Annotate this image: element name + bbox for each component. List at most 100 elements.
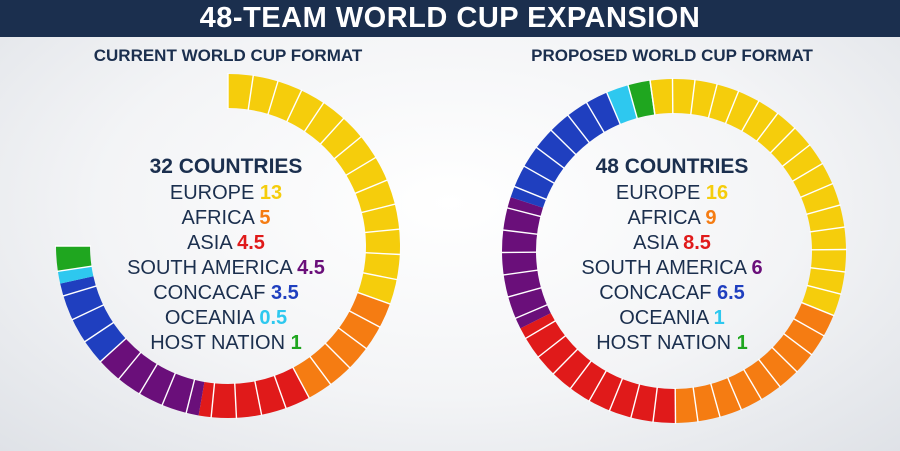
slot-divider (337, 327, 368, 350)
slot-divider (791, 162, 824, 183)
legend-value: 1 (290, 332, 302, 354)
legend-value: 1 (713, 307, 725, 329)
slot-divider (185, 378, 196, 414)
legend-value: 0.5 (259, 307, 288, 329)
slot-divider (360, 203, 396, 214)
legend-row-concacaf: CONCACAF 3.5 (56, 281, 396, 306)
slice-africa (293, 292, 390, 398)
slot-divider (356, 291, 392, 305)
legend-row-oceania: OCEANIA 0.5 (56, 306, 396, 331)
slot-divider (769, 127, 796, 154)
legend-row-south-america: SOUTH AMERICA 4.5 (56, 256, 396, 281)
current-format-ring (55, 73, 401, 419)
slot-divider (608, 377, 624, 412)
slot-divider (792, 317, 825, 337)
legend-row-oceania: OCEANIA 1 (502, 306, 842, 331)
slot-divider (724, 90, 740, 125)
legend-row-host-nation: HOST NATION 1 (502, 331, 842, 356)
slot-divider (319, 117, 345, 145)
slot-divider (99, 337, 127, 363)
legend-label: CONCACAF (153, 282, 271, 304)
slot-divider (566, 114, 591, 144)
slot-divider (781, 143, 811, 168)
legend-row-asia: ASIA 4.5 (56, 231, 396, 256)
slice-oceania (606, 85, 638, 124)
slot-divider (537, 334, 567, 359)
slot-divider (354, 179, 389, 195)
legend-label: HOST NATION (596, 332, 737, 354)
slot-divider (630, 383, 641, 419)
slot-divider (324, 342, 351, 369)
legend-row-host-nation: HOST NATION 1 (56, 331, 396, 356)
slot-divider (62, 285, 98, 297)
slot-divider (362, 272, 398, 281)
slot-divider (755, 112, 779, 143)
slot-divider (161, 372, 177, 407)
slot-divider (117, 351, 142, 381)
legend-label: HOST NATION (150, 332, 291, 354)
legend-value: 5 (259, 207, 271, 229)
slot-divider (605, 91, 622, 126)
legend-value: 4.5 (237, 232, 265, 254)
slot-divider (805, 204, 841, 216)
slot-divider (364, 228, 401, 234)
slot-divider (285, 89, 303, 123)
slot-divider (345, 156, 377, 177)
slot-divider (709, 382, 721, 418)
legend-value: 6 (751, 257, 763, 279)
legend-label: SOUTH AMERICA (581, 257, 752, 279)
slot-divider (309, 355, 332, 386)
slot-divider (550, 129, 577, 156)
legend-label: AFRICA (627, 207, 706, 229)
current-format-legend: 32 COUNTRIES EUROPE 13 AFRICA 5 ASIA 4.5 SO… (56, 153, 396, 356)
slot-divider (507, 286, 543, 298)
slot-divider (692, 386, 699, 423)
slot-divider (247, 74, 255, 111)
slot-divider (523, 165, 556, 185)
proposed-format-legend: 48 COUNTRIES EUROPE 16 AFRICA 9 ASIA 8.5 SO… (502, 153, 842, 356)
legend-label: ASIA (187, 232, 238, 254)
page-title: 48-TEAM WORLD CUP EXPANSION (0, 0, 900, 37)
legend-label: ASIA (633, 232, 684, 254)
legend-label: CONCACAF (599, 282, 717, 304)
slot-divider (502, 269, 539, 276)
slot-divider (742, 368, 763, 401)
legend-label: AFRICA (181, 207, 260, 229)
legend-value: 1 (736, 332, 748, 354)
slot-divider (726, 376, 743, 411)
slot-divider (800, 301, 835, 317)
slot-divider (513, 185, 548, 201)
slot-divider (690, 79, 696, 116)
legend-row-africa: AFRICA 9 (502, 206, 842, 231)
legend-label: EUROPE (615, 182, 706, 204)
slot-divider (740, 100, 760, 133)
slot-divider (649, 79, 656, 116)
slot-divider (809, 226, 846, 233)
slot-divider (56, 265, 93, 273)
slice-europe (650, 79, 847, 316)
proposed-format-title: PROPOSED WORLD CUP FORMAT (531, 46, 813, 65)
legend-value: 13 (259, 182, 283, 204)
legend-value: 6.5 (716, 282, 745, 304)
slot-divider (809, 267, 846, 273)
legend-value: 4.5 (297, 257, 325, 279)
slot-divider (254, 380, 263, 416)
slot-divider (348, 309, 381, 329)
slot-divider (291, 366, 311, 399)
legend-label: EUROPE (169, 182, 260, 204)
legend-value: 3.5 (270, 282, 299, 304)
slot-divider (210, 382, 216, 419)
slice-host-nation (56, 246, 92, 272)
slot-divider (799, 182, 834, 199)
legend-row-europe: EUROPE 13 (56, 181, 396, 206)
legend-label: OCEANIA (164, 307, 260, 329)
slot-divider (652, 386, 658, 423)
legend-row-africa: AFRICA 5 (56, 206, 396, 231)
slot-divider (782, 332, 813, 356)
slot-divider (514, 303, 549, 320)
slice-south-america (100, 338, 205, 416)
slot-divider (806, 284, 842, 295)
slot-divider (71, 303, 105, 321)
slice-asia (198, 367, 310, 418)
slot-divider (273, 374, 287, 410)
